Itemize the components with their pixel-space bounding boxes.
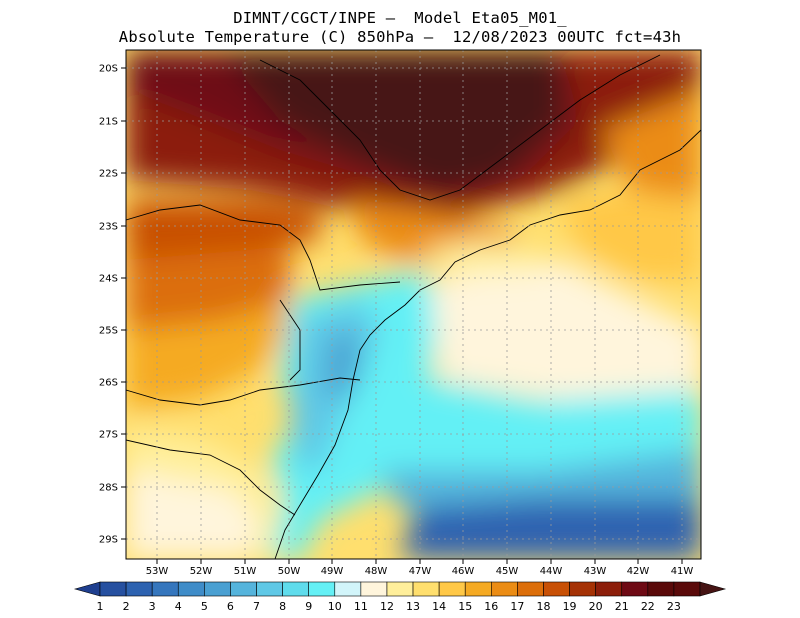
colorbar-label: 7 [253, 600, 260, 613]
lat-label: 26S [99, 378, 118, 389]
colorbar-label: 2 [123, 600, 130, 613]
lat-label: 23S [99, 222, 118, 233]
colorbar-segment [282, 581, 309, 597]
colorbar-label: 3 [149, 600, 156, 613]
colorbar-segment [491, 581, 518, 597]
colorbar-segment [386, 581, 414, 597]
colorbar-high-arrow [699, 581, 727, 597]
colorbar-label: 6 [227, 600, 234, 613]
lon-label: 49W [321, 566, 344, 577]
lon-label: 44W [540, 566, 563, 577]
colorbar-label: 5 [201, 600, 208, 613]
lat-label: 25S [99, 326, 118, 337]
colorbar-segment [151, 581, 179, 597]
colorbar-label: 23 [667, 600, 681, 613]
longitude-ticks: 53W 52W 51W 50W 49W 48W 47W 46W 45W 44W 43W 42W 41W [146, 559, 694, 577]
lon-label: 42W [627, 566, 650, 577]
lat-label: 21S [99, 117, 118, 128]
colorbar-label: 1 [97, 600, 104, 613]
colorbar-segment [256, 581, 283, 597]
colorbar-segment [543, 581, 570, 597]
colorbar-segment [334, 581, 362, 597]
colorbar: 1 2 3 4 5 6 7 8 9 10 11 12 13 14 15 16 17 18 19 20 21 22 23 [73, 581, 727, 613]
colorbar-label: 20 [589, 600, 603, 613]
colorbar-segment [569, 581, 596, 597]
lon-label: 53W [146, 566, 169, 577]
colorbar-segment [99, 581, 127, 597]
colorbar-segment [308, 581, 336, 597]
colorbar-label: 4 [175, 600, 182, 613]
colorbar-segment [204, 581, 231, 597]
lat-label: 29S [99, 535, 118, 546]
map-frame [125, 49, 702, 560]
lat-label: 22S [99, 169, 118, 180]
temperature-field [126, 50, 701, 559]
colorbar-label: 22 [641, 600, 655, 613]
lon-label: 48W [365, 566, 388, 577]
lon-label: 45W [496, 566, 519, 577]
colorbar-segment [412, 581, 440, 597]
colorbar-label: 17 [510, 600, 524, 613]
lon-label: 43W [584, 566, 607, 577]
lon-label: 51W [234, 566, 257, 577]
colorbar-segment [230, 581, 257, 597]
colorbar-label: 15 [458, 600, 472, 613]
lon-label: 46W [452, 566, 475, 577]
colorbar-label: 10 [328, 600, 342, 613]
lon-label: 47W [409, 566, 432, 577]
colorbar-label: 21 [615, 600, 629, 613]
title-line-1: DIMNT/CGCT/INPE — Model Eta05_M01_ [233, 9, 567, 27]
colorbar-segment [621, 581, 649, 597]
lat-label: 28S [99, 483, 118, 494]
grid-lines [126, 50, 701, 559]
colorbar-segment [595, 581, 623, 597]
colorbar-label: 18 [536, 600, 550, 613]
colorbar-label: 12 [380, 600, 394, 613]
colorbar-segment [673, 581, 701, 597]
title-line-2: Absolute Temperature (C) 850hPa — 12/08/… [118, 28, 682, 46]
latitude-ticks: 20S 21S 22S 23S 24S 25S 26S 27S 28S 29S [99, 64, 126, 546]
colorbar-segment [177, 581, 205, 597]
colorbar-label: 11 [354, 600, 368, 613]
lat-label: 24S [99, 274, 118, 285]
coastline-borders [126, 54, 701, 559]
colorbar-label: 16 [484, 600, 498, 613]
lat-label: 20S [99, 64, 118, 75]
colorbar-label: 19 [563, 600, 577, 613]
colorbar-low-arrow [73, 581, 101, 597]
colorbar-segment [125, 581, 153, 597]
colorbar-segment [438, 581, 466, 597]
lon-label: 50W [278, 566, 301, 577]
colorbar-label: 9 [305, 600, 312, 613]
colorbar-segment [647, 581, 675, 597]
colorbar-segment [464, 581, 492, 597]
colorbar-segment [360, 581, 388, 597]
colorbar-label: 8 [279, 600, 286, 613]
colorbar-segment [517, 581, 544, 597]
lon-label: 41W [671, 566, 694, 577]
lat-label: 27S [99, 430, 118, 441]
colorbar-label: 13 [406, 600, 420, 613]
lon-label: 52W [190, 566, 213, 577]
colorbar-label: 14 [432, 600, 446, 613]
